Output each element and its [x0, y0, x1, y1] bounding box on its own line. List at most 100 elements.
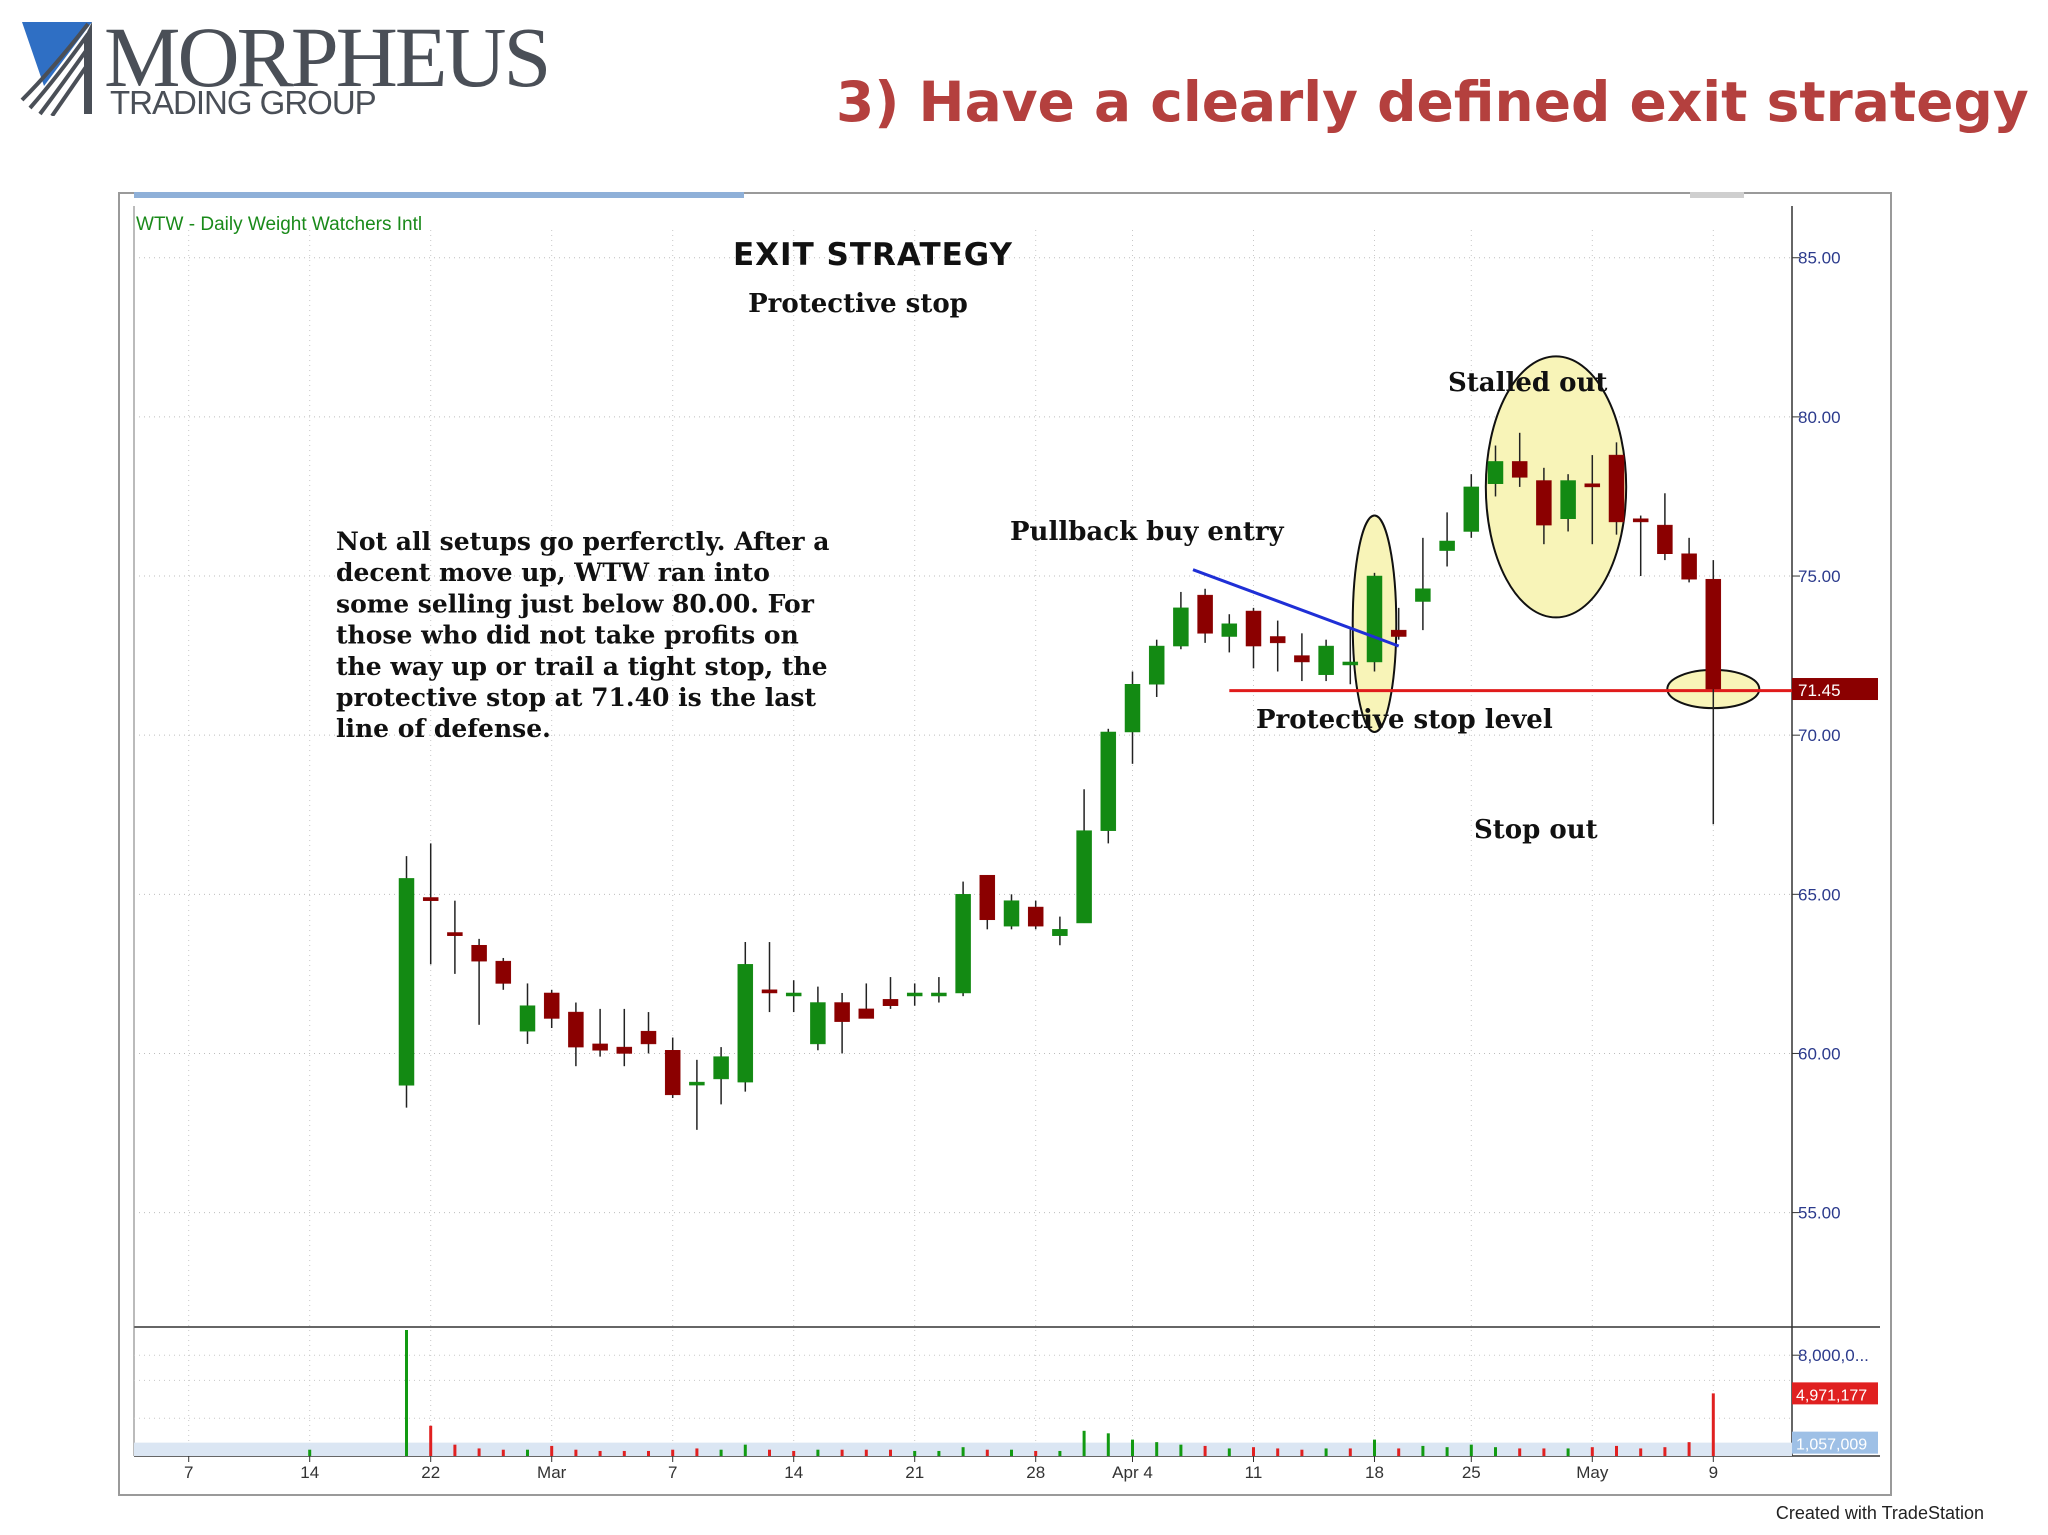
candle	[592, 1008, 608, 1057]
candle	[1536, 467, 1552, 545]
candle-body	[1148, 645, 1165, 685]
volume-average-badge	[1792, 1431, 1878, 1454]
candle-body	[592, 1043, 608, 1051]
candle-body	[1632, 518, 1649, 523]
chart-window-titlebar	[134, 192, 744, 198]
candle-body	[737, 964, 754, 1083]
candle	[1197, 588, 1213, 643]
candle	[543, 989, 560, 1028]
candle	[931, 977, 947, 1003]
candle-body	[955, 894, 971, 994]
candle	[737, 942, 754, 1092]
last-price-badge	[1792, 678, 1878, 701]
candle	[785, 980, 802, 1013]
footer-credit: Created with TradeStation	[1775, 1503, 1984, 1523]
candle	[1173, 591, 1189, 650]
candle-body	[1124, 683, 1141, 733]
candle	[1511, 432, 1528, 487]
candle	[471, 938, 487, 1025]
highlight-stalled-out	[1484, 355, 1628, 619]
x-tick-label: 7	[184, 1463, 193, 1482]
y-tick-label: 80.00	[1798, 408, 1841, 427]
y-tick-label: 55.00	[1798, 1204, 1841, 1223]
candle-body	[1705, 578, 1722, 690]
candle	[568, 1002, 584, 1067]
candle-body	[1657, 524, 1673, 554]
x-tick-label: 28	[1026, 1463, 1045, 1482]
candle-body	[519, 1005, 536, 1032]
candle-body	[495, 960, 512, 984]
note-line: line of defense.	[336, 714, 551, 743]
candle	[1318, 639, 1334, 682]
x-tick-label: 18	[1365, 1463, 1384, 1482]
candle-body	[1560, 480, 1576, 519]
candle-body	[1318, 645, 1334, 675]
x-tick-label: May	[1576, 1463, 1609, 1482]
candle	[1027, 900, 1044, 930]
candle-body	[1415, 588, 1431, 602]
chart-window-titlebar-right	[1690, 192, 1744, 198]
candle-body	[1294, 655, 1310, 663]
candle	[979, 874, 996, 930]
candle	[1342, 626, 1359, 685]
x-tick-label: Apr 4	[1112, 1463, 1153, 1482]
candle	[398, 856, 415, 1108]
candle-body	[1681, 553, 1697, 580]
candle-body	[1608, 454, 1625, 523]
candle-body	[568, 1011, 584, 1048]
candle-body	[834, 1002, 850, 1022]
candle	[1415, 537, 1431, 631]
candle-body	[1052, 929, 1068, 936]
candle	[882, 977, 899, 1009]
candle	[1463, 474, 1480, 538]
candle-body	[1584, 483, 1601, 488]
candle	[640, 1012, 657, 1054]
symbol-label: WTW - Daily Weight Watchers Intl	[136, 214, 422, 235]
pullback-entry-label: Pullback buy entry	[1010, 517, 1285, 547]
candle-body	[447, 932, 463, 936]
candle-body	[398, 878, 415, 1086]
candle	[834, 992, 850, 1054]
candle-body	[616, 1046, 633, 1054]
candle	[955, 881, 971, 997]
candle	[1100, 728, 1117, 844]
volume-tick-label: 8,000,0...	[1798, 1346, 1869, 1365]
y-tick-label: 60.00	[1798, 1044, 1841, 1063]
x-tick-label: 14	[784, 1463, 803, 1482]
company-logo: MORPHEUS TRADING GROUP	[18, 14, 551, 126]
candle-body	[471, 944, 487, 962]
candle	[761, 942, 778, 1013]
note-line: those who did not take profits on	[336, 621, 799, 650]
volume-average-label: 1,057,009	[1796, 1437, 1867, 1454]
candle	[1269, 620, 1286, 672]
candle	[1681, 537, 1697, 583]
candle-body	[1511, 461, 1528, 478]
logo-swoosh-icon	[20, 22, 92, 116]
stop-out-label: Stop out	[1474, 815, 1598, 845]
candle	[664, 1037, 681, 1099]
last-price-label: 71.45	[1798, 681, 1841, 700]
candle-body	[979, 874, 996, 921]
x-tick-label: 9	[1709, 1463, 1718, 1482]
volume-last-badge	[1792, 1382, 1878, 1405]
candle-body	[1173, 607, 1189, 647]
candle-body	[1245, 610, 1262, 647]
candle-body	[422, 897, 439, 901]
x-tick-label: 11	[1245, 1463, 1263, 1482]
candle-body	[1003, 900, 1020, 927]
candle	[1560, 474, 1576, 532]
candle-body	[882, 999, 899, 1006]
candle-body	[858, 1008, 875, 1019]
y-tick-label: 75.00	[1798, 567, 1841, 586]
candle	[1487, 445, 1504, 497]
candle	[1439, 512, 1455, 567]
chart-subtitle: Protective stop	[748, 289, 968, 319]
candle-body	[761, 989, 778, 994]
candle	[1076, 789, 1092, 924]
candle	[906, 983, 923, 1006]
candle-body	[1463, 486, 1480, 532]
candle	[422, 843, 439, 965]
candle	[1705, 560, 1722, 825]
x-tick-label: 22	[421, 1463, 440, 1482]
